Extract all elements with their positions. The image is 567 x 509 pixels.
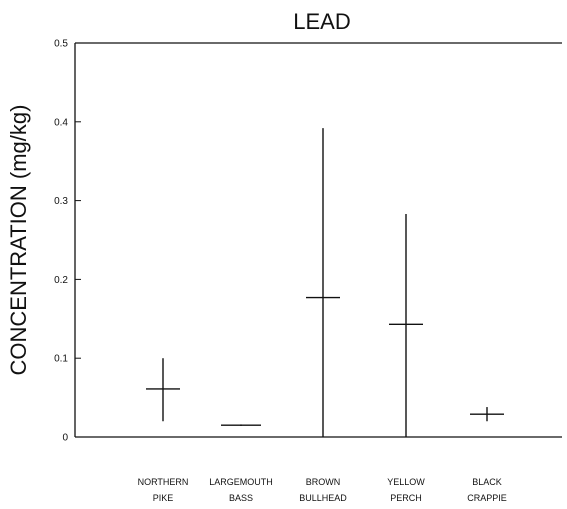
y-tick-label: 0.5 [54, 39, 68, 50]
category-label-line: NORTHERN [138, 477, 189, 487]
y-tick-label: 0.4 [54, 117, 68, 128]
category-label: NORTHERN PIKE [138, 477, 189, 503]
category-label-line: BASS [229, 493, 253, 503]
y-axis-ticks: 0 0.1 0.2 0.3 0.4 0.5 [54, 39, 81, 444]
chart-title: LEAD [293, 9, 350, 34]
range-mark [389, 213, 423, 437]
category-label-line: YELLOW [387, 477, 425, 487]
category-label: BROWN BULLHEAD [299, 477, 347, 503]
range-mark [146, 358, 180, 422]
category-label-line: BULLHEAD [299, 493, 347, 503]
y-tick-label: 0.1 [54, 354, 68, 365]
y-tick-label: 0 [62, 433, 68, 444]
category-label-line: BROWN [306, 477, 341, 487]
category-label: LARGEMOUTH BASS [209, 477, 273, 503]
plot-frame [74, 42, 562, 438]
y-axis-label: CONCENTRATION (mg/kg) [6, 105, 31, 376]
range-mark [306, 128, 340, 437]
category-label-line: PIKE [153, 493, 174, 503]
range-mark [221, 424, 261, 426]
y-tick-label: 0.3 [54, 196, 68, 207]
category-label: YELLOW PERCH [387, 477, 425, 503]
data-marks [146, 128, 504, 437]
category-label-line: BLACK [472, 477, 502, 487]
category-label-line: PERCH [390, 493, 422, 503]
category-label-line: CRAPPIE [467, 493, 507, 503]
range-mark [470, 407, 504, 422]
category-label: BLACK CRAPPIE [467, 477, 507, 503]
y-tick-label: 0.2 [54, 275, 68, 286]
x-axis-category-labels: NORTHERN PIKE LARGEMOUTH BASS BROWN BULLHEAD Y… [138, 477, 507, 503]
category-label-line: LARGEMOUTH [209, 477, 273, 487]
